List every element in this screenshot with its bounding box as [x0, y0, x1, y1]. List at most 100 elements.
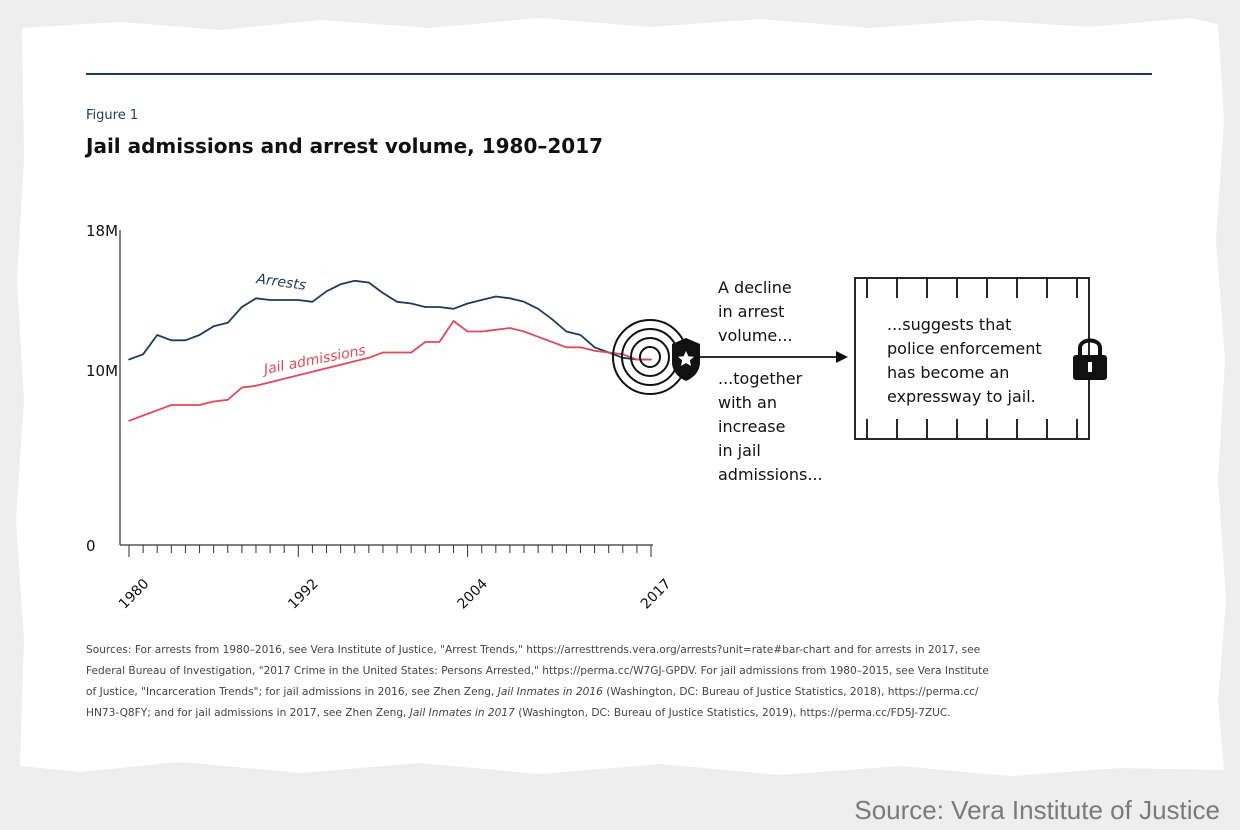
jail-admissions-point [198, 404, 201, 406]
decline-line-3: volume... [718, 326, 793, 345]
arrests-point [565, 330, 568, 333]
jail-admissions-point [325, 367, 328, 370]
jail-admissions-point [650, 358, 652, 361]
arrests-point [452, 307, 455, 310]
jail-admissions-point [269, 381, 271, 384]
arrests-point [438, 306, 441, 308]
increase-line-5: admissions... [718, 465, 823, 484]
jail-admissions-point [170, 404, 173, 406]
arrests-point [226, 321, 229, 324]
sources-line-3b: Jail Inmates in 2016 [497, 686, 603, 698]
sources-line-4b: Jail Inmates in 2017 [409, 707, 515, 719]
arrests-point [509, 297, 511, 300]
arrests-point [579, 334, 582, 336]
jail-admissions-point [283, 377, 285, 380]
jail-admissions-point [311, 370, 314, 373]
jail-admissions-point [452, 320, 455, 322]
arrests-point [170, 339, 173, 342]
conclusion-line-1: ...suggests that [887, 315, 1011, 334]
jail-admissions-point [480, 330, 483, 333]
y-tick-label: 0 [86, 537, 96, 555]
jail-admissions-point [184, 404, 187, 406]
figure-label: Figure 1 [86, 108, 139, 123]
jail-cell-bars-icon [854, 277, 1090, 440]
jail-admissions-point [495, 328, 497, 331]
sources-line-4c: (Washington, DC: Bureau of Justice Stati… [514, 707, 951, 719]
conclusion-annotation: ...suggests that police enforcement has … [887, 315, 1047, 406]
increase-line-2: with an [718, 393, 777, 412]
sources-line-3: of Justice, "Incarceration Trends"; for … [86, 682, 1156, 703]
jail-admissions-point [212, 400, 215, 403]
arrests-point [297, 299, 300, 301]
conclusion-line-2: police enforcement [887, 339, 1042, 358]
jail-admissions-point [255, 384, 257, 387]
jail-admissions-point [241, 386, 243, 389]
jail-admissions-line [128, 320, 651, 422]
jail-admissions-point [537, 335, 539, 338]
jail-admissions-point [579, 346, 582, 349]
jail-admissions-point [607, 351, 610, 354]
y-tick-label: 10M [86, 362, 118, 380]
jail-admissions-point [353, 360, 356, 363]
x-tick-label: 2017 [638, 576, 675, 613]
jail-admissions-point [636, 358, 638, 361]
figure-title: Jail admissions and arrest volume, 1980–… [86, 134, 604, 158]
x-tick-label: 1992 [285, 576, 322, 613]
jail-admissions-point [565, 346, 568, 349]
jail-admissions-point [297, 374, 300, 377]
y-tick-label: 18M [86, 222, 118, 240]
x-tick-label: 2004 [455, 576, 492, 613]
arrests-point [128, 358, 130, 361]
increase-line-3: increase [718, 417, 785, 436]
arrests-point [382, 292, 384, 294]
arrests-point [142, 353, 144, 356]
arrests-point [353, 279, 356, 282]
arrests-point [198, 334, 201, 336]
arrests-series-label: Arrests [254, 271, 307, 294]
arrests-point [184, 339, 187, 342]
jail-admissions-point [142, 414, 144, 417]
arrow-connector [700, 351, 848, 363]
jail-admissions-point [593, 349, 596, 352]
source-credit: Source: Vera Institute of Justice [854, 795, 1220, 825]
increase-annotation: ...together with an increase in jail adm… [718, 369, 823, 484]
arrests-point [311, 300, 314, 303]
decline-annotation: A decline in arrest volume... [718, 278, 797, 345]
jail-admissions-point [551, 341, 554, 343]
jail-admissions-point [410, 351, 412, 354]
arrests-point [269, 299, 271, 301]
arrests-point [156, 334, 159, 336]
arrests-point [466, 302, 469, 305]
increase-line-4: in jail [718, 441, 761, 460]
jail-admissions-point [438, 341, 441, 343]
sources-line-3a: of Justice, "Incarceration Trends"; for … [86, 686, 498, 698]
sources-line-3c: (Washington, DC: Bureau of Justice Stati… [602, 686, 979, 698]
conclusion-line-3: has become an [887, 363, 1009, 382]
chart-series: Arrests Jail admissions [128, 271, 652, 422]
arrests-point [551, 318, 554, 321]
arrests-point [241, 306, 243, 308]
conclusion-line-4: expressway to jail. [887, 387, 1036, 406]
arrests-point [480, 299, 483, 301]
sources-note: Sources: For arrests from 1980–2016, see… [86, 640, 1156, 724]
arrests-point [523, 300, 525, 303]
paper-background [16, 18, 1226, 776]
arrests-point [495, 295, 497, 298]
sources-line-1: Sources: For arrests from 1980–2016, see… [86, 644, 981, 656]
arrests-point [537, 307, 539, 310]
jail-admissions-point [226, 398, 229, 401]
jail-admissions-point [396, 351, 398, 354]
arrests-point [593, 346, 596, 349]
arrests-point [212, 325, 215, 328]
jail-admissions-point [523, 330, 525, 333]
sources-line-4: HN73-Q8FY; and for jail admissions in 20… [86, 703, 1156, 724]
arrests-point [283, 299, 285, 301]
jail-admissions-point [339, 363, 342, 366]
arrests-point [396, 300, 398, 303]
jail-admissions-series-label: Jail admissions [260, 343, 367, 379]
arrests-point [325, 290, 328, 293]
jail-admissions-point [128, 419, 130, 422]
padlock-icon [1073, 338, 1107, 380]
